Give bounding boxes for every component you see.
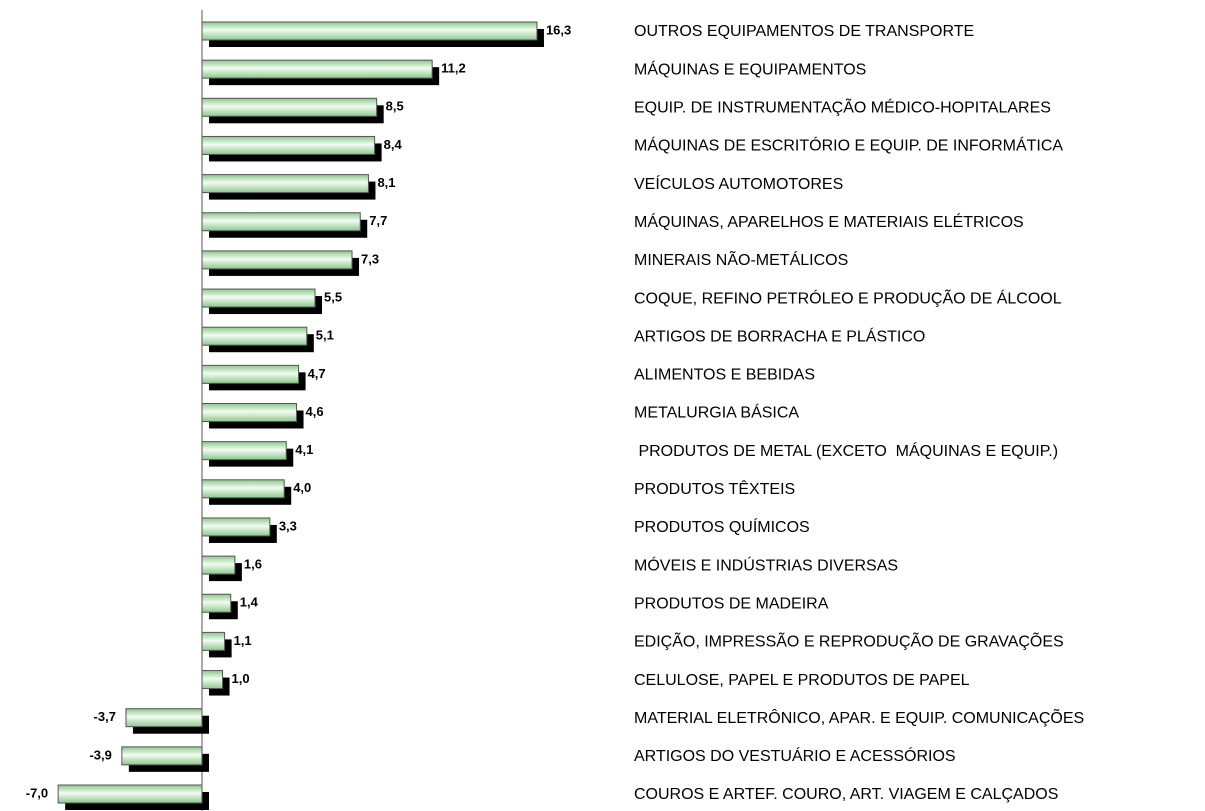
value-label: 7,7 — [369, 213, 387, 228]
category-label: EDIÇÃO, IMPRESSÃO E REPRODUÇÃO DE GRAVAÇ… — [634, 631, 1064, 651]
category-label: COUROS E ARTEF. COURO, ART. VIAGEM E CAL… — [634, 786, 1058, 803]
bar — [201, 21, 538, 41]
category-label: PRODUTOS QUÍMICOS — [634, 517, 810, 536]
bar — [201, 479, 285, 499]
bar — [201, 403, 298, 422]
value-label: 1,6 — [244, 557, 262, 572]
bar — [201, 174, 369, 194]
value-label: -3,9 — [89, 747, 111, 762]
category-label: ARTIGOS DO VESTUÁRIO E ACESSÓRIOS — [634, 746, 956, 765]
category-label: PRODUTOS DE METAL (EXCETO MÁQUINAS E EQU… — [634, 441, 1058, 460]
category-label: OUTROS EQUIPAMENTOS DE TRANSPORTE — [634, 23, 974, 40]
bar — [201, 670, 224, 690]
bar — [125, 708, 203, 728]
value-label: 16,3 — [546, 22, 571, 37]
value-label: 4,7 — [308, 366, 326, 381]
category-label: PRODUTOS TÊXTEIS — [634, 479, 795, 498]
bar — [201, 250, 353, 270]
bar — [201, 326, 308, 346]
category-label: MÁQUINAS DE ESCRITÓRIO E EQUIP. DE INFOR… — [634, 136, 1063, 155]
value-label: 11,2 — [441, 61, 466, 76]
category-label: COQUE, REFINO PETRÓLEO E PRODUÇÃO DE ÁLC… — [634, 287, 1062, 307]
bar — [201, 212, 361, 232]
category-label: ARTIGOS DE BORRACHA E PLÁSTICO — [634, 326, 925, 345]
bar — [57, 784, 203, 804]
bar — [201, 631, 226, 651]
value-label: 3,3 — [279, 518, 297, 533]
value-label: 4,1 — [295, 442, 313, 457]
bar — [201, 364, 300, 384]
value-label: 8,1 — [377, 175, 395, 190]
category-label: MATERIAL ELETRÔNICO, APAR. E EQUIP. COMU… — [634, 707, 1084, 727]
value-label: 1,1 — [234, 633, 252, 648]
bar — [201, 555, 236, 575]
category-label: VEÍCULOS AUTOMOTORES — [634, 174, 843, 193]
category-label: ALIMENTOS E BEBIDAS — [634, 367, 815, 384]
category-label: MÓVEIS E INDÚSTRIAS DIVERSAS — [634, 555, 898, 574]
category-label: MINERAIS NÃO-METÁLICOS — [634, 249, 848, 269]
bar — [201, 59, 433, 79]
category-label: CELULOSE, PAPEL E PRODUTOS DE PAPEL — [634, 672, 970, 689]
value-label: 1,4 — [240, 595, 259, 610]
bar — [201, 517, 271, 537]
bar — [201, 135, 376, 155]
category-label: MÁQUINAS, APARELHOS E MATERIAIS ELÉTRICO… — [634, 212, 1024, 231]
value-label: 5,1 — [316, 328, 334, 343]
value-label: -3,7 — [94, 709, 116, 724]
bar — [201, 441, 287, 461]
value-label: 8,4 — [384, 137, 403, 152]
value-label: -7,0 — [26, 785, 48, 800]
value-label: 5,5 — [324, 289, 342, 304]
bar — [201, 97, 378, 117]
value-label: 4,6 — [306, 404, 324, 419]
category-label: PRODUTOS DE MADEIRA — [634, 595, 829, 612]
bar — [201, 288, 316, 308]
bar — [121, 746, 203, 766]
value-label: 8,5 — [386, 99, 404, 114]
value-label: 4,0 — [293, 480, 311, 495]
category-label: METALURGIA BÁSICA — [634, 403, 799, 422]
bar — [201, 593, 232, 613]
category-label: MÁQUINAS E EQUIPAMENTOS — [634, 59, 866, 78]
value-label: 7,3 — [361, 251, 379, 266]
category-label: EQUIP. DE INSTRUMENTAÇÃO MÉDICO-HOPITALA… — [634, 97, 1051, 117]
value-label: 1,0 — [232, 671, 250, 686]
